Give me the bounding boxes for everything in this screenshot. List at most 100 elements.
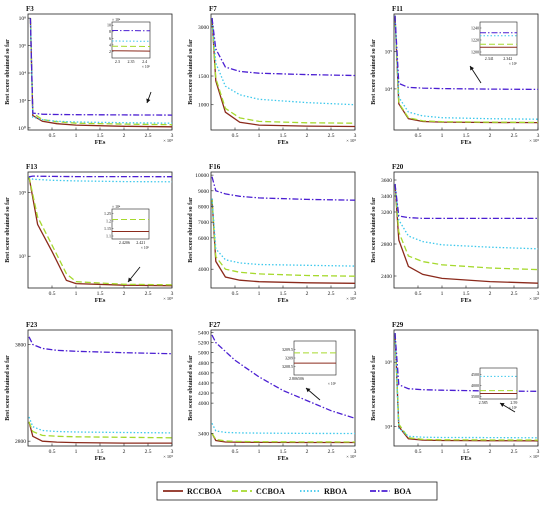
x-tick-label: 0.5 [49, 291, 56, 297]
inset-panel: 2.4206 2.421 1.1 1.15 1.2 1.25× 10⁴ × 10⁵ [104, 205, 150, 250]
x-tick-label: 1.5 [463, 291, 470, 297]
y-axis-label: Best score obtained so far [371, 355, 377, 421]
x-tick-label: 1.5 [463, 449, 470, 455]
y-axis-label: Best score obtained so far [5, 355, 11, 421]
series-line-boa [28, 336, 172, 355]
x-tick-label: 2 [489, 449, 492, 455]
series-line-rccboa [394, 333, 538, 442]
inset-plot-area [480, 375, 517, 394]
inset-frame [111, 208, 150, 240]
y-tick-label: 3400 [381, 194, 392, 200]
x-axis-exponent: × 10⁵ [346, 138, 356, 143]
chart-panel-f23: 0.5 1 1.5 2 2.5 3 2800 3800 F23 FEs × 10⁵ Best scor… [5, 321, 174, 462]
x-tick-label: 3 [354, 133, 357, 139]
y-tick-label: 3800 [15, 343, 26, 349]
series-line-rboa [28, 176, 172, 183]
x-tick-label: 3 [537, 449, 540, 455]
x-tick-label: 2 [489, 291, 492, 297]
zoom-arrow-head [306, 388, 311, 393]
x-tick-label: 2.5 [328, 133, 335, 139]
x-tick-label: 3 [171, 449, 174, 455]
series-line-boa [28, 175, 172, 178]
series-line-rboa [394, 183, 538, 250]
series-line-boa [211, 334, 355, 419]
series-line-rccboa [211, 433, 355, 444]
x-tick-label: 1 [258, 133, 261, 139]
plot-area [29, 18, 172, 128]
x-axis-label: FEs [278, 297, 289, 304]
inset-x-exponent: × 10⁵ [142, 65, 151, 69]
x-axis-label: FEs [95, 297, 106, 304]
chart-panel-f7: 0.5 1 1.5 2 2.5 3 1000 1500 3000 F7 FEs × 10⁵ Best s… [188, 5, 357, 146]
x-tick-label: 2.5 [511, 449, 518, 455]
x-tick-label: 1 [441, 449, 444, 455]
x-tick-label: 1 [75, 291, 78, 297]
series-line-rboa [211, 423, 355, 435]
inset-plot-area [112, 30, 150, 52]
chart-title: F3 [26, 5, 34, 13]
chart-title: F27 [209, 321, 221, 329]
chart-title: F11 [392, 5, 403, 13]
legend-label: BOA [394, 487, 412, 496]
x-tick-label: 0.5 [232, 133, 239, 139]
chart-title: F16 [209, 163, 221, 171]
x-tick-label: 2 [306, 133, 309, 139]
series-line-ccboa [394, 15, 538, 124]
y-tick-label: 8000 [198, 204, 209, 210]
x-tick-label: 3 [354, 291, 357, 297]
chart-title: F7 [209, 5, 217, 13]
inset-panel: 2.585 2.59 3500 4000 4500 × 10⁵ [471, 367, 518, 410]
x-tick-label: 2 [123, 291, 126, 297]
x-tick-label: 1.5 [463, 133, 470, 139]
x-tick-label: 1.5 [280, 449, 287, 455]
x-tick-label: 2.5 [511, 133, 518, 139]
y-axis-label: Best score obtained so far [5, 197, 11, 263]
inset-frame [479, 21, 518, 56]
plot-frame [210, 13, 356, 131]
inset-plot-area [480, 32, 517, 48]
zoom-arrow-head [470, 66, 475, 71]
y-tick-label: 10⁸ [19, 16, 27, 22]
inset-frame [293, 340, 337, 376]
x-tick-label: 1.5 [280, 291, 287, 297]
series-line-rccboa [394, 183, 538, 284]
x-axis-exponent: × 10⁵ [163, 454, 173, 459]
y-tick-label: 10⁵ [19, 254, 27, 260]
y-tick-label: 9000 [198, 189, 209, 195]
zoom-arrow-head [128, 277, 133, 282]
inset-y-tick-label: 1.15 [104, 226, 111, 231]
x-tick-label: 0.5 [232, 449, 239, 455]
x-tick-label: 0.5 [49, 133, 56, 139]
y-tick-label: 10⁰ [18, 125, 27, 132]
inset-y-tick-label: 4000 [471, 383, 479, 388]
inset-panel: 2.3 2.35 2.4 2 46 810× 10⁴ × 10⁵ [107, 18, 151, 69]
series-line-rboa [28, 416, 172, 434]
inset-y-tick-label: 8 [109, 29, 111, 34]
x-tick-label: 3 [537, 291, 540, 297]
plot-area [211, 334, 355, 444]
legend-item-boa: BOA [370, 487, 412, 496]
inset-x-tick-label: 2.342 [503, 56, 512, 61]
y-tick-label: 10000 [195, 173, 209, 179]
y-tick-label: 2800 [15, 439, 26, 445]
plot-area [28, 175, 172, 287]
x-tick-label: 2.5 [511, 291, 518, 297]
x-tick-label: 1 [258, 291, 261, 297]
y-tick-label: 10² [19, 98, 27, 104]
inset-x-tick-label: 2.585 [479, 400, 488, 405]
inset-y-tick-label: 3208.5 [282, 364, 293, 369]
y-axis-label: Best score obtained so far [371, 39, 377, 105]
y-tick-label: 1500 [198, 74, 209, 80]
series-line-boa [211, 176, 355, 201]
inset-plot-area [112, 219, 149, 232]
inset-x-tick-label: 2.421 [136, 240, 145, 245]
x-tick-label: 2 [123, 449, 126, 455]
x-tick-label: 0.5 [415, 133, 422, 139]
chart-panel-f3: 0.5 1 1.5 2 2.5 3 10⁰ 10² 10⁴ 10⁶ 10⁸ F3 FEs × 10⁵ Bes… [5, 5, 174, 146]
x-tick-label: 1.5 [97, 449, 104, 455]
x-axis-label: FEs [278, 139, 289, 146]
chart-title: F29 [392, 321, 404, 329]
legend: RCCBOA CCBOA RBOA BOA [156, 481, 438, 501]
x-axis-label: FEs [95, 455, 106, 462]
series-line-ccboa [211, 198, 355, 277]
